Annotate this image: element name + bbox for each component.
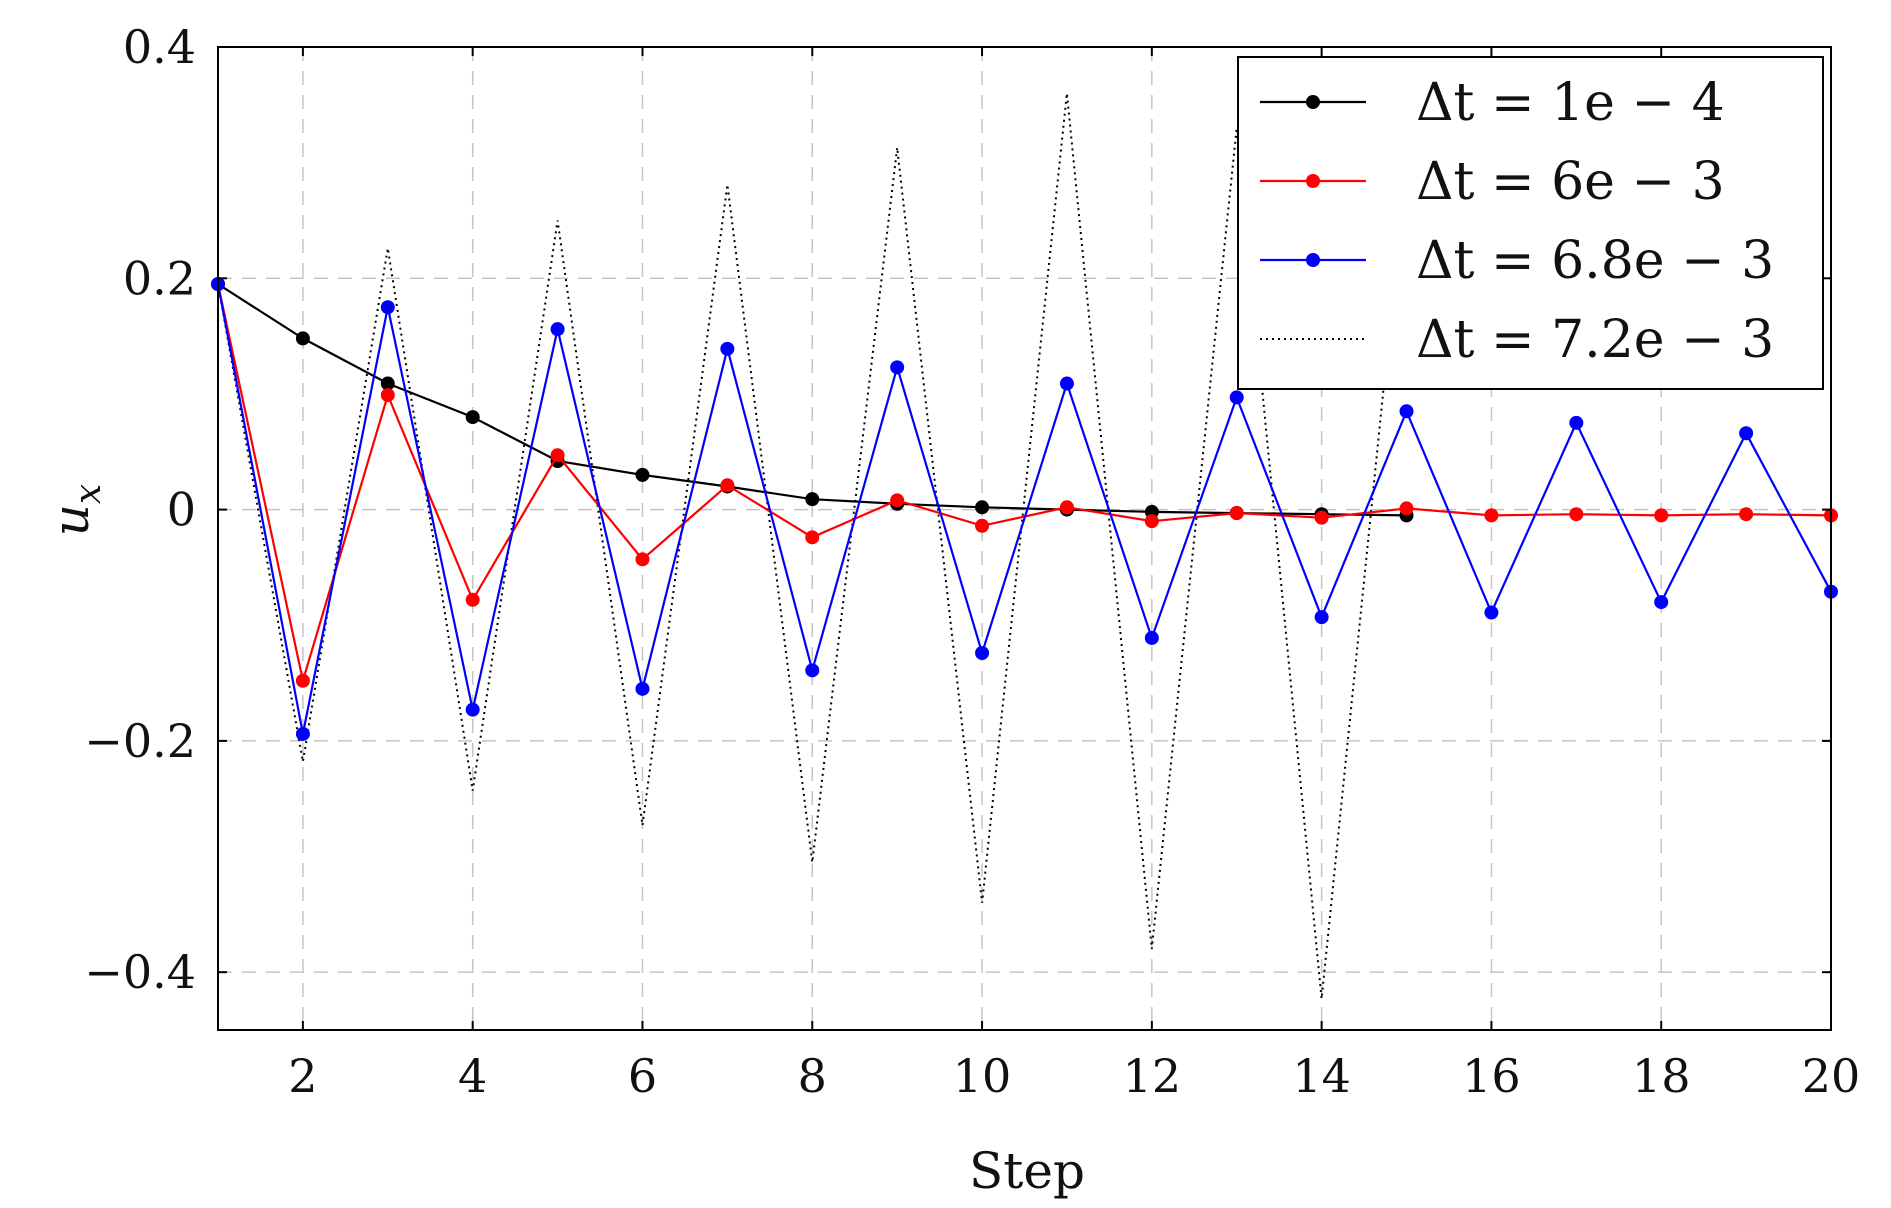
x-tick-label: 12	[1123, 1049, 1182, 1103]
data-point	[1569, 415, 1584, 430]
data-point	[380, 388, 395, 403]
data-point	[1484, 508, 1499, 523]
data-point	[550, 322, 565, 337]
data-point	[295, 331, 310, 346]
data-point	[1059, 376, 1074, 391]
data-point	[380, 300, 395, 315]
data-point	[720, 341, 735, 356]
x-tick-label: 8	[798, 1049, 827, 1103]
y-tick-label: −0.2	[84, 714, 196, 768]
x-tick-label: 6	[628, 1049, 657, 1103]
data-point	[1654, 595, 1669, 610]
legend-label: Δt = 6e − 3	[1416, 152, 1725, 212]
x-tick-label: 16	[1462, 1049, 1521, 1103]
data-point	[720, 478, 735, 493]
data-point	[975, 518, 990, 533]
legend-marker	[1306, 95, 1320, 109]
data-point	[380, 376, 395, 391]
data-point	[1739, 507, 1754, 522]
data-point	[805, 492, 820, 507]
data-point	[465, 410, 480, 425]
data-point	[465, 592, 480, 607]
data-point	[1144, 630, 1159, 645]
data-point	[890, 493, 905, 508]
y-tick-label: −0.4	[84, 945, 196, 999]
data-point	[890, 360, 905, 375]
data-point	[1229, 506, 1244, 521]
legend-label: Δt = 7.2e − 3	[1416, 310, 1774, 370]
data-point	[550, 448, 565, 463]
data-point	[1739, 426, 1754, 441]
data-point	[975, 645, 990, 660]
x-tick-label: 20	[1802, 1049, 1861, 1103]
data-point	[465, 702, 480, 717]
y-tick-label: 0	[167, 483, 196, 537]
data-point	[1484, 605, 1499, 620]
data-point	[635, 552, 650, 567]
plot-area	[211, 93, 1838, 999]
legend-label: Δt = 6.8e − 3	[1416, 231, 1774, 291]
x-tick-label: 4	[458, 1049, 487, 1103]
data-point	[295, 673, 310, 688]
data-point	[1654, 508, 1669, 523]
series-line-2	[216, 283, 1832, 735]
data-point	[295, 726, 310, 741]
data-point	[1059, 500, 1074, 515]
y-tick-label: 0.2	[123, 251, 196, 305]
data-point	[1399, 404, 1414, 419]
x-tick-label: 18	[1632, 1049, 1691, 1103]
data-point	[805, 530, 820, 545]
legend-label: Δt = 1e − 4	[1416, 73, 1725, 133]
series-line-3	[217, 93, 1408, 999]
y-axis-label: ux	[42, 484, 109, 537]
data-point	[1144, 514, 1159, 529]
axis-ticks: 2 4 6 8 10 12 14 16 18 20 −0.4 −0.2 0 0.2 0.4	[84, 20, 1860, 1103]
y-tick-label: 0.4	[123, 20, 196, 74]
data-point	[1229, 390, 1244, 405]
legend-marker	[1306, 174, 1320, 188]
data-point	[635, 467, 650, 482]
x-tick-label: 14	[1292, 1049, 1351, 1103]
data-point	[1569, 507, 1584, 522]
legend-marker	[1306, 253, 1320, 267]
data-point	[1399, 501, 1414, 516]
legend: Δt = 1e − 4 Δt = 6e − 3 Δt = 6.8e − 3 Δt = …	[1237, 56, 1824, 390]
x-axis-label: Step	[969, 1142, 1085, 1200]
data-point	[1314, 610, 1329, 625]
legend-box	[1237, 56, 1824, 390]
plot-frame	[217, 46, 1832, 1031]
data-point	[1314, 510, 1329, 525]
data-point	[805, 663, 820, 678]
data-point	[635, 681, 650, 696]
data-point	[975, 500, 990, 515]
x-tick-label: 10	[953, 1049, 1012, 1103]
x-tick-label: 2	[288, 1049, 317, 1103]
